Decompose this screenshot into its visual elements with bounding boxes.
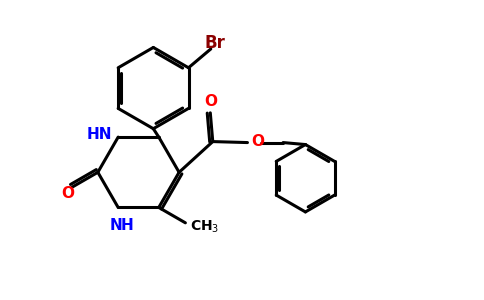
Text: HN: HN <box>87 127 112 142</box>
Text: N: N <box>109 218 122 233</box>
Text: Br: Br <box>204 34 225 52</box>
Text: H: H <box>121 218 134 233</box>
Text: O: O <box>204 94 217 110</box>
Text: O: O <box>61 186 75 201</box>
Text: O: O <box>251 134 264 149</box>
Text: CH$_3$: CH$_3$ <box>190 219 219 235</box>
